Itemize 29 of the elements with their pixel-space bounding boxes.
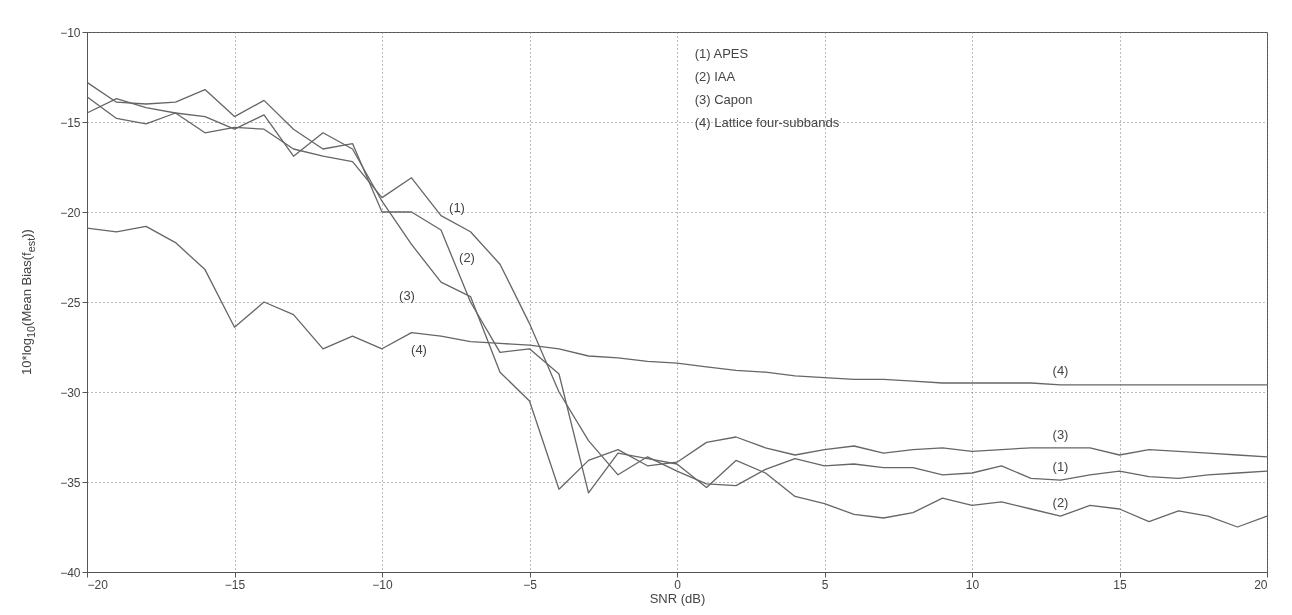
y-tick-label: −15 [60, 115, 81, 130]
x-tick-label: −10 [372, 577, 393, 592]
text: (3) [399, 288, 415, 304]
y-tick-label: −30 [60, 385, 81, 400]
x-tick-label: 20 [1254, 577, 1268, 592]
annotation: (3) Capon [694, 92, 753, 107]
x-tick-label: 15 [1113, 577, 1127, 592]
text: (1) [449, 199, 465, 215]
series-label: (2) [1052, 495, 1069, 511]
text: (2) [459, 250, 475, 265]
annotation: (4) Lattice four-subbands [694, 115, 840, 130]
x-tick-label: −15 [224, 577, 246, 592]
x-tick-label: 0 [674, 577, 682, 592]
x-tick-label: 10 [965, 577, 980, 592]
series-label: (4) [1052, 362, 1069, 378]
y-tick-label: −25 [60, 295, 81, 310]
x-tick-label: −20 [87, 577, 109, 592]
series-label: (1) [1052, 459, 1069, 475]
text: (4) [411, 342, 427, 358]
x-axis-title: SNR (dB) [649, 590, 706, 606]
y-tick-label: −20 [60, 205, 81, 220]
x-tick-label: 5 [821, 577, 829, 592]
y-tick-label: −10 [60, 25, 81, 40]
x-tick-label: −5 [523, 577, 538, 592]
annotation: (1) APES [694, 46, 749, 61]
y-tick-label: −35 [60, 475, 81, 490]
y-tick-label: −40 [60, 565, 81, 580]
series-label: (3) [1052, 426, 1069, 442]
annotation: (2) IAA [694, 69, 736, 84]
